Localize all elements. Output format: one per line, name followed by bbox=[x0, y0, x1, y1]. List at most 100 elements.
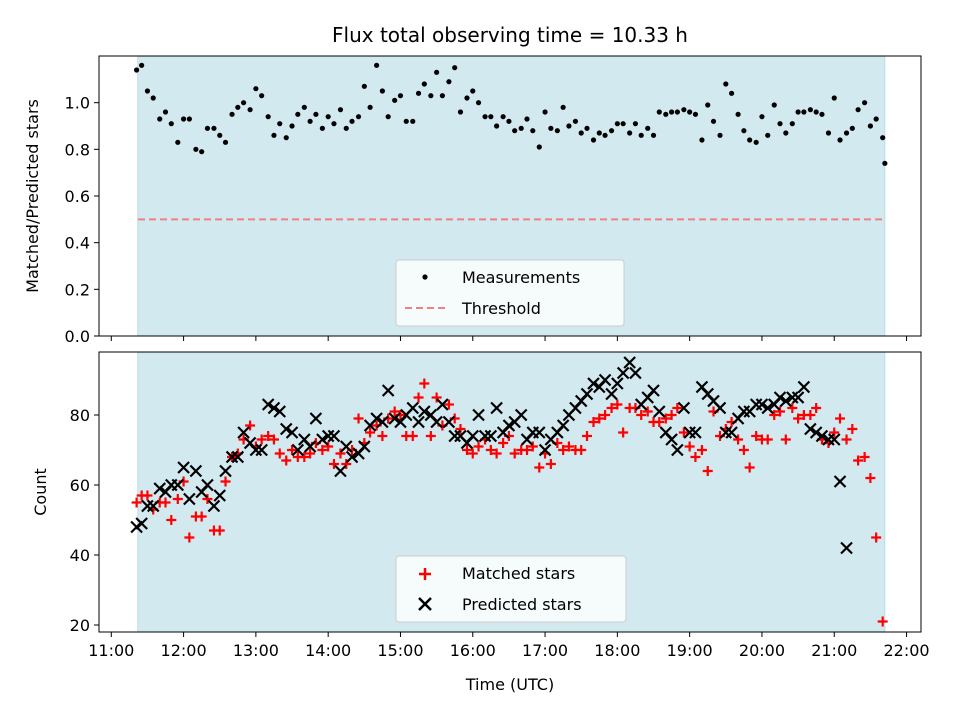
matched-star-point bbox=[389, 406, 400, 417]
measurement-point bbox=[536, 144, 542, 150]
measurement-point bbox=[627, 130, 633, 136]
matched-star-point bbox=[377, 431, 388, 441]
measurement-point bbox=[235, 104, 241, 110]
matched-star-point bbox=[696, 445, 707, 455]
measurement-point bbox=[488, 114, 494, 120]
predicted-star-point bbox=[502, 419, 516, 432]
matched-star-point bbox=[184, 532, 195, 543]
measurement-point bbox=[867, 123, 873, 129]
measurement-point bbox=[457, 109, 464, 115]
measurement-point bbox=[343, 125, 349, 131]
measurement-point bbox=[645, 125, 651, 131]
measurement-point bbox=[385, 114, 391, 120]
predicted-star-point bbox=[261, 398, 275, 411]
x-tick-label: 15:00 bbox=[377, 641, 423, 660]
measurement-point bbox=[331, 121, 337, 127]
predicted-star-point bbox=[279, 422, 293, 436]
measurement-point bbox=[150, 95, 156, 101]
measurement-point bbox=[434, 69, 440, 75]
predicted-star-point bbox=[809, 426, 823, 439]
measurement-point bbox=[602, 132, 608, 138]
predicted-star-point bbox=[207, 499, 221, 513]
measurement-point bbox=[873, 116, 879, 122]
predicted-legend-label: Predicted stars bbox=[462, 595, 582, 614]
measurement-point bbox=[632, 121, 639, 127]
measurement-point bbox=[295, 111, 301, 117]
matched-star-point bbox=[166, 515, 177, 525]
predicted-star-point bbox=[285, 426, 299, 439]
measurement-point bbox=[265, 114, 271, 120]
matched-star-point bbox=[545, 459, 556, 469]
predicted-star-point bbox=[267, 401, 281, 415]
measurement-point bbox=[162, 109, 169, 115]
measurement-point bbox=[705, 102, 711, 108]
measurement-point bbox=[439, 93, 446, 99]
measurement-point bbox=[530, 128, 536, 134]
measurement-point bbox=[259, 93, 265, 99]
predicted-star-point bbox=[725, 426, 738, 439]
count-y-ticks: 20 40 60 80 bbox=[70, 406, 99, 635]
matched-star-point bbox=[521, 445, 532, 455]
measurement-point bbox=[428, 93, 434, 99]
predicted-star-point bbox=[219, 464, 232, 478]
predicted-star-point bbox=[779, 394, 793, 408]
measurement-point bbox=[247, 107, 253, 113]
measurement-point bbox=[681, 107, 687, 113]
matched-star-point bbox=[751, 431, 762, 441]
measurement-point bbox=[374, 62, 380, 68]
measurement-point bbox=[542, 109, 548, 115]
measurement-point bbox=[355, 114, 362, 120]
measurement-point bbox=[524, 116, 530, 122]
y-tick-label: 1.0 bbox=[65, 94, 90, 113]
matched-star-point bbox=[678, 427, 689, 438]
matched-star-point bbox=[317, 445, 328, 455]
measurement-point bbox=[813, 109, 819, 115]
measurement-point bbox=[512, 128, 518, 134]
measurement-point bbox=[765, 132, 771, 138]
matched-star-point bbox=[256, 434, 267, 445]
ratio-marks bbox=[133, 62, 888, 221]
measurement-point bbox=[337, 107, 344, 113]
matched-star-point bbox=[769, 410, 780, 420]
measurement-point bbox=[687, 109, 693, 115]
predicted-star-point bbox=[201, 478, 214, 492]
x-tick-label: 17:00 bbox=[522, 641, 568, 660]
matched-star-point bbox=[353, 413, 364, 424]
measurement-point bbox=[668, 109, 675, 115]
predicted-star-point bbox=[605, 387, 618, 401]
matched-star-point bbox=[413, 392, 424, 403]
matched-star-point bbox=[498, 438, 509, 448]
measurement-point bbox=[843, 130, 850, 136]
x-tick-label: 20:00 bbox=[739, 641, 785, 660]
predicted-star-point bbox=[647, 384, 660, 397]
matched-star-point bbox=[485, 445, 496, 455]
measurement-point bbox=[880, 135, 886, 141]
measurement-point bbox=[620, 121, 626, 127]
matched-star-point bbox=[588, 417, 599, 427]
measurement-point bbox=[133, 67, 140, 73]
matched-star-point bbox=[871, 532, 882, 543]
measurement-point bbox=[199, 149, 205, 155]
measurement-point bbox=[301, 104, 307, 110]
measurement-point bbox=[753, 139, 759, 145]
matched-star-point bbox=[787, 403, 798, 413]
measurement-point bbox=[446, 79, 452, 85]
matched-star-point bbox=[431, 392, 442, 403]
ratio-y-ticks: 0.0 0.2 0.4 0.6 0.8 1.0 bbox=[65, 94, 99, 346]
matched-star-point bbox=[684, 441, 695, 452]
matched-star-point bbox=[299, 452, 310, 462]
measurement-point bbox=[186, 116, 192, 122]
measurement-point bbox=[614, 121, 620, 127]
measurement-point bbox=[741, 128, 747, 134]
measurement-point bbox=[475, 100, 482, 106]
matched-star-point bbox=[780, 434, 791, 445]
matched-star-point bbox=[576, 445, 587, 455]
x-tick-label: 18:00 bbox=[594, 641, 640, 660]
predicted-star-point bbox=[665, 433, 678, 446]
predicted-star-point bbox=[556, 419, 570, 432]
predicted-star-point bbox=[629, 366, 642, 380]
matched-star-point bbox=[491, 448, 502, 459]
predicted-star-point bbox=[587, 377, 600, 390]
matched-star-point bbox=[618, 427, 629, 438]
predicted-star-point bbox=[345, 450, 359, 464]
